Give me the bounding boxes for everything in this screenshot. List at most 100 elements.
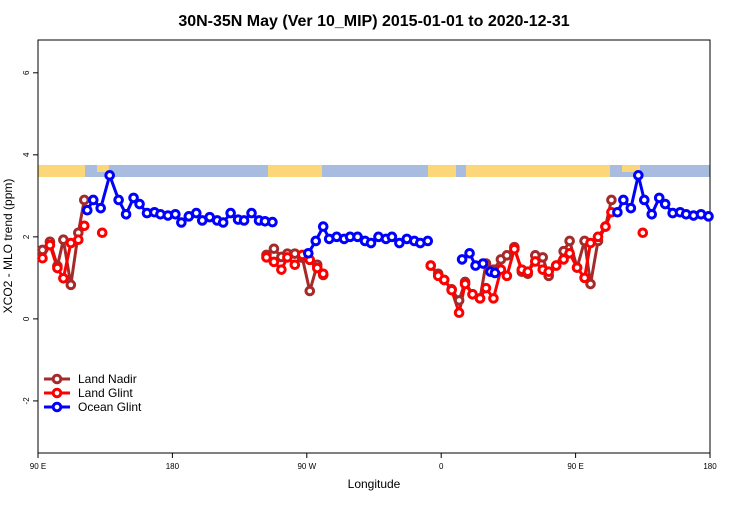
data-point (606, 194, 617, 206)
data-point (579, 272, 590, 284)
data-point (58, 272, 69, 284)
data-point (268, 243, 280, 255)
land-strip (466, 165, 610, 177)
data-point (302, 247, 314, 259)
x-tick-label: 180 (166, 462, 180, 471)
legend-label: Land Nadir (78, 372, 137, 386)
data-point (261, 252, 272, 263)
data-point (703, 211, 714, 222)
data-point (87, 194, 99, 206)
data-point (633, 170, 644, 181)
data-point (537, 252, 549, 263)
data-point (477, 258, 489, 269)
legend-label: Ocean Glint (78, 400, 142, 414)
y-axis-label: XCO2 - MLO trend (ppm) (1, 179, 15, 314)
data-point (317, 268, 329, 280)
data-point (78, 220, 90, 232)
data-point (96, 227, 108, 239)
chart-title: 30N-35N May (Ver 10_MIP) 2015-01-01 to 2… (178, 13, 569, 30)
data-point (571, 262, 583, 273)
data-point (246, 207, 257, 219)
x-tick-label: 90 W (297, 462, 316, 471)
data-point (352, 231, 363, 243)
data-point (618, 194, 629, 206)
data-point (268, 256, 280, 268)
legend-swatch (51, 401, 63, 413)
data-point (600, 221, 611, 232)
data-point (637, 227, 649, 239)
data-point (217, 217, 229, 228)
y-tick-label: -2 (22, 397, 31, 405)
data-point (394, 237, 405, 249)
surface-strip (38, 165, 710, 177)
data-point (425, 260, 437, 271)
land-strip (622, 165, 640, 172)
data-point (653, 192, 665, 204)
data-point (592, 231, 604, 243)
x-tick-label: 180 (703, 462, 717, 471)
data-point (446, 284, 457, 296)
data-point (113, 194, 124, 206)
data-point (522, 266, 534, 278)
data-point (453, 307, 465, 319)
data-point (480, 282, 492, 294)
data-point (638, 194, 650, 206)
data-point (529, 256, 541, 267)
data-point (564, 235, 575, 247)
data-point (78, 194, 90, 206)
y-tick-label: 2 (22, 234, 31, 239)
data-point (612, 206, 623, 218)
data-point (128, 192, 139, 204)
data-point (190, 207, 202, 219)
data-point (585, 278, 596, 290)
data-point (238, 215, 250, 226)
data-point (564, 247, 575, 259)
data-point (509, 243, 520, 255)
data-point (282, 252, 293, 263)
data-point (543, 266, 555, 278)
data-point (225, 207, 236, 219)
data-point (170, 209, 181, 220)
data-point (625, 202, 637, 214)
data-point (81, 204, 93, 216)
data-point (104, 170, 115, 181)
land-strip (268, 165, 322, 177)
y-tick-label: 0 (22, 316, 31, 321)
land-strip (97, 165, 109, 172)
data-point (73, 234, 84, 246)
data-point (501, 270, 513, 282)
data-point (95, 202, 107, 214)
data-point (317, 221, 329, 232)
legend-swatch (51, 387, 63, 399)
data-point (438, 274, 450, 286)
data-point (365, 237, 377, 249)
data-point (489, 267, 501, 279)
y-tick-label: 6 (22, 70, 31, 75)
data-point (304, 285, 316, 297)
legend-label: Land Glint (78, 386, 133, 400)
data-point (276, 264, 287, 275)
x-tick-label: 90 E (30, 462, 46, 471)
data-point (311, 262, 323, 274)
data-point (267, 216, 278, 228)
data-point (488, 293, 499, 304)
data-point (422, 235, 434, 247)
data-point (467, 288, 478, 300)
data-point (310, 235, 322, 247)
y-tick-label: 4 (22, 152, 31, 157)
data-point (646, 209, 658, 220)
data-point (386, 231, 398, 243)
data-point (501, 250, 513, 261)
data-point (120, 209, 132, 220)
x-tick-label: 0 (439, 462, 444, 471)
data-point (44, 239, 56, 251)
data-point (176, 217, 187, 228)
data-point (550, 260, 562, 271)
data-point (37, 252, 48, 264)
data-point (585, 237, 596, 249)
data-point (134, 198, 145, 210)
data-point (474, 293, 486, 304)
land-strip (428, 165, 456, 177)
